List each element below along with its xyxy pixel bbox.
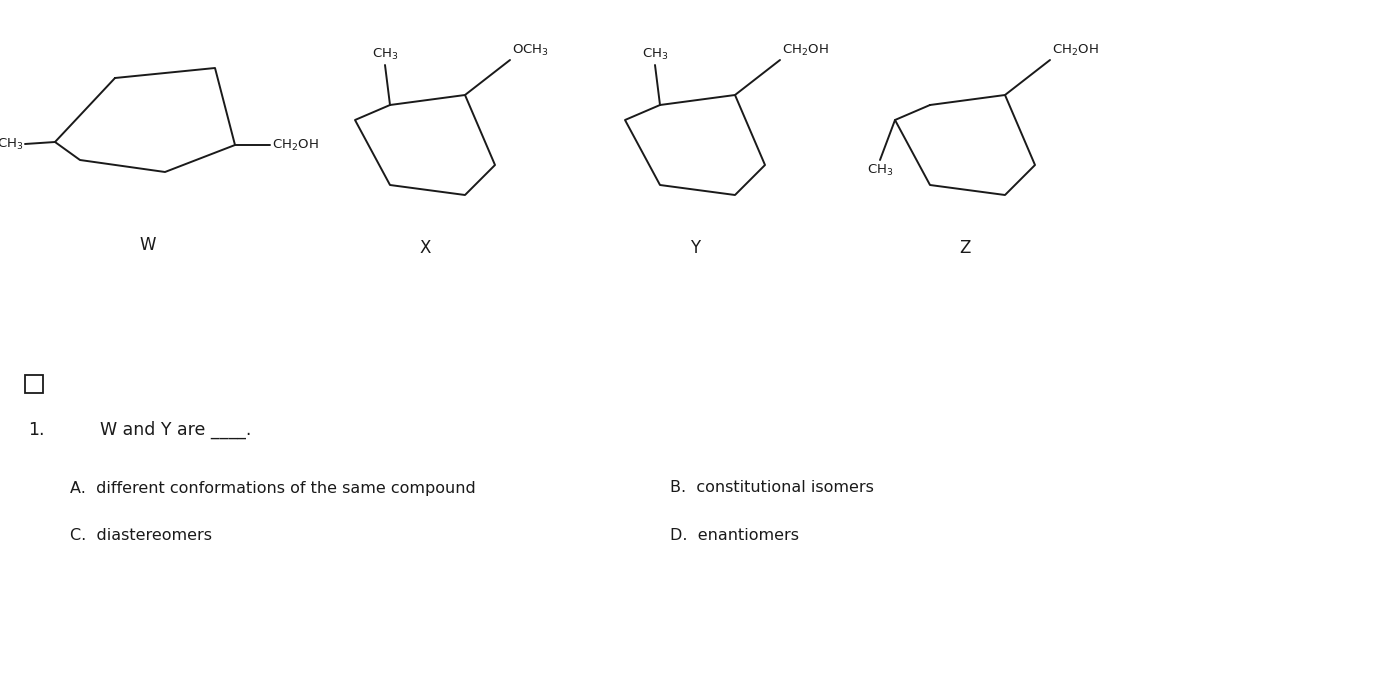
Text: CH$_2$OH: CH$_2$OH bbox=[783, 43, 828, 58]
Text: CH$_3$: CH$_3$ bbox=[371, 47, 399, 62]
Text: CH$_2$OH: CH$_2$OH bbox=[1053, 43, 1098, 58]
Text: D.  enantiomers: D. enantiomers bbox=[670, 528, 799, 542]
Text: C.  diastereomers: C. diastereomers bbox=[71, 528, 212, 542]
Text: W: W bbox=[140, 236, 157, 254]
Text: W and Y are ____.: W and Y are ____. bbox=[100, 421, 251, 439]
Text: Y: Y bbox=[690, 239, 699, 257]
Text: B.  constitutional isomers: B. constitutional isomers bbox=[670, 481, 874, 495]
Text: OCH$_3$: OCH$_3$ bbox=[512, 43, 548, 58]
Text: 1.: 1. bbox=[28, 421, 44, 439]
Text: CH$_2$OH: CH$_2$OH bbox=[271, 137, 319, 153]
Bar bbox=[25, 375, 43, 393]
Text: A.  different conformations of the same compound: A. different conformations of the same c… bbox=[71, 481, 476, 495]
Text: X: X bbox=[420, 239, 431, 257]
Text: CH$_3$: CH$_3$ bbox=[641, 47, 668, 62]
Text: Z: Z bbox=[960, 239, 971, 257]
Text: CH$_3$: CH$_3$ bbox=[867, 163, 893, 178]
Text: CH$_3$: CH$_3$ bbox=[0, 137, 24, 151]
